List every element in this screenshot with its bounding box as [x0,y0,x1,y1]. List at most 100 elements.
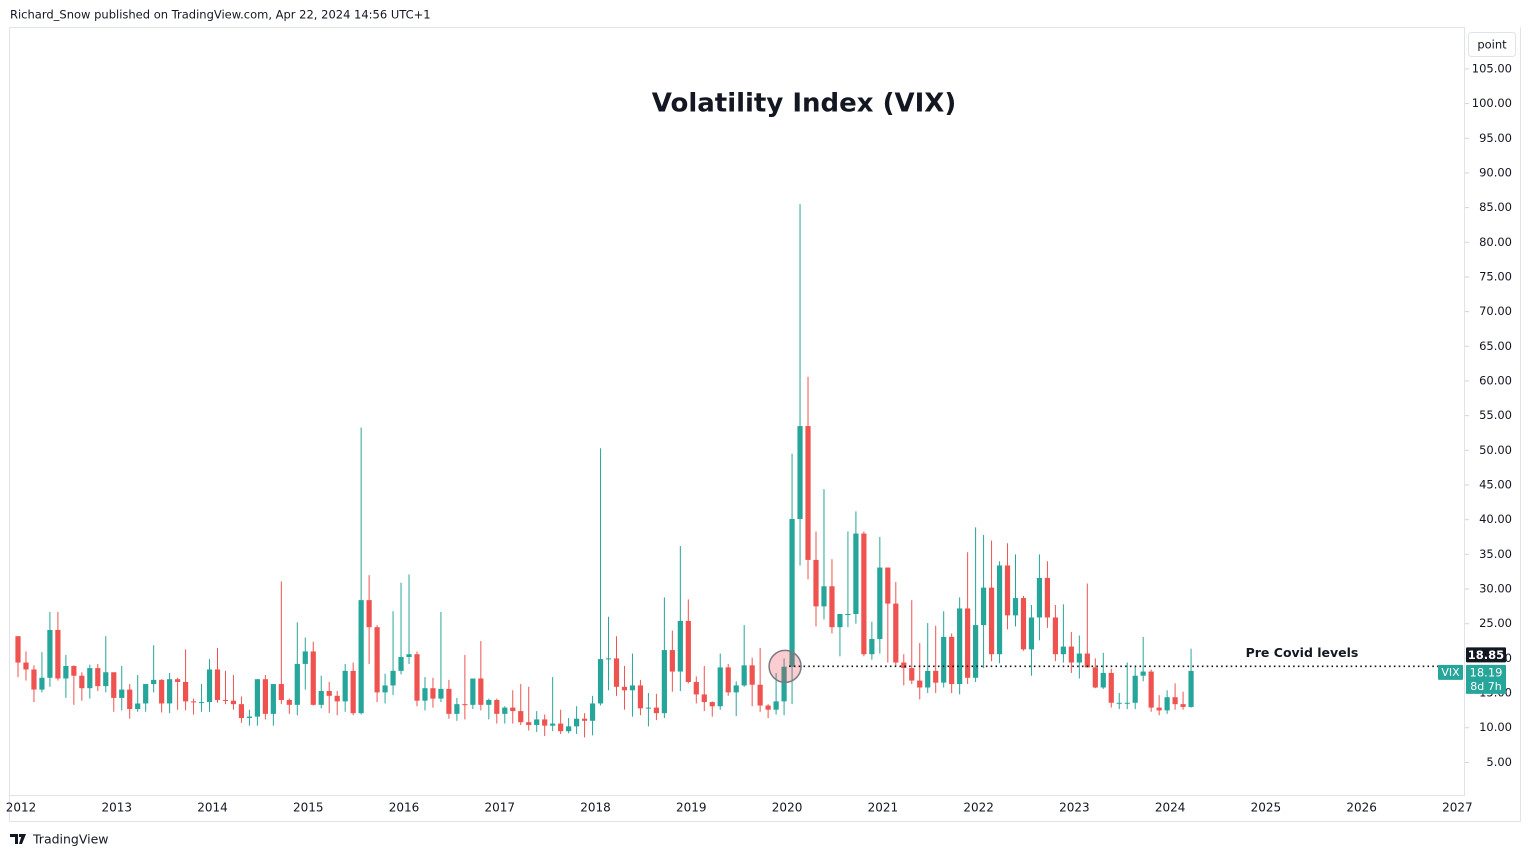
x-tick-label: 2022 [963,801,994,815]
candle-body [254,679,260,717]
candle-body [79,675,85,689]
candle-body [645,707,652,709]
candle-body [637,685,644,709]
candle-body [190,701,197,703]
candle-body [214,669,221,700]
candle-body [1036,577,1043,618]
candle-body [342,670,348,702]
logo-icon [10,834,26,844]
candle-body [318,690,324,705]
x-tick-label: 2017 [485,801,516,815]
candle-body [597,659,604,704]
candle-body [31,669,37,690]
candle-body [1156,707,1162,711]
candle-body [733,685,739,693]
candle-body [294,663,300,705]
candle-body [230,700,237,705]
candle-body [1028,617,1035,650]
y-tick-label: 35.00 [1479,547,1512,561]
y-tick-label: 5.00 [1486,755,1512,769]
candle-body [837,613,843,628]
candle-body [1004,565,1011,616]
candle-body [749,665,755,685]
y-tick-label: 105.00 [1472,61,1512,75]
candle-body [693,681,699,695]
candle-body [534,719,540,725]
candle-body [398,656,404,671]
candle-body [821,586,827,607]
candle-body [781,666,787,702]
candle-body [613,658,620,687]
y-tick-label: 55.00 [1479,408,1512,422]
candle-body [518,711,524,723]
candle-body [1132,675,1138,703]
y-tick-label: 80.00 [1479,235,1512,249]
scale-label[interactable]: point [1477,38,1507,52]
candle-body [406,654,412,657]
candle-body [478,678,484,705]
x-tick-label: 2015 [293,801,324,815]
candle-body [350,670,356,714]
plot-area [15,204,1440,738]
candle-body [486,699,492,705]
candle-body [430,688,436,699]
x-tick-label: 2012 [6,801,37,815]
scale-button[interactable] [1468,32,1516,57]
candle-body [885,567,891,604]
candle-body [669,650,675,672]
candle-body [773,701,779,710]
candle-body [510,707,516,712]
candle-body [1108,672,1114,703]
candle-body [941,636,947,683]
candle-body [1188,670,1194,707]
candle-body [1084,653,1090,668]
candle-body [869,638,875,655]
candle-body [222,699,229,701]
candle-body [605,658,612,660]
highlight-circle [768,649,802,684]
candle-body [262,679,268,714]
candle-body [1076,653,1082,663]
level-price-box [1466,647,1506,663]
y-tick-label: 100.00 [1472,96,1512,110]
candle-body [1092,667,1098,688]
candle-body [717,667,723,707]
candle-body [1172,697,1178,705]
candle-body [87,668,93,689]
candle-body [845,613,851,615]
candle-body [302,651,308,664]
candle-body [996,565,1003,655]
candle-body [1180,704,1186,707]
symbol-label: VIX [1441,666,1460,679]
candle-body [805,426,811,560]
x-tick-label: 2025 [1251,801,1282,815]
candle-body [709,702,715,707]
candle-body [286,699,292,705]
candle-body [422,688,428,701]
y-tick-label: 95.00 [1479,131,1512,145]
candle-body [629,685,636,691]
candle-body [973,625,979,678]
candle-body [925,670,931,688]
candle-body [893,603,899,663]
brand-logo: TradingView [10,832,109,847]
candle-body [621,686,628,691]
plot-frame [9,27,1465,796]
y-tick-label: 50.00 [1479,443,1512,457]
candle-body [542,719,548,726]
candle-body [1148,671,1154,708]
candle-body [206,669,213,703]
candle-body [861,533,867,655]
candle-body [988,587,995,655]
x-tick-label: 2024 [1155,801,1186,815]
candle-body [661,650,667,714]
x-tick-label: 2018 [580,801,611,815]
candle-body [63,666,69,679]
x-tick-label: 2020 [772,801,803,815]
candle-body [725,667,731,693]
candle-body [965,608,971,678]
y-tick-label: 60.00 [1479,373,1512,387]
